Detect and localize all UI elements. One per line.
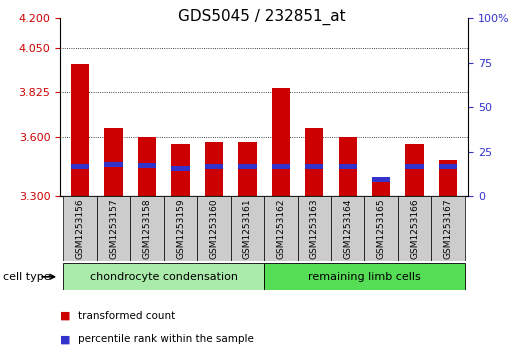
- Text: chondrocyte condensation: chondrocyte condensation: [90, 272, 238, 282]
- Text: GSM1253161: GSM1253161: [243, 198, 252, 259]
- Bar: [271, 88, 290, 196]
- Bar: [197, 196, 231, 261]
- Text: GDS5045 / 232851_at: GDS5045 / 232851_at: [178, 9, 345, 25]
- Text: GSM1253158: GSM1253158: [143, 198, 152, 259]
- Bar: [63, 263, 264, 290]
- Bar: [372, 180, 390, 196]
- Text: ■: ■: [60, 311, 71, 321]
- Text: GSM1253156: GSM1253156: [76, 198, 85, 259]
- Bar: [271, 164, 290, 170]
- Bar: [172, 166, 190, 171]
- Text: GSM1253159: GSM1253159: [176, 198, 185, 259]
- Bar: [439, 164, 457, 170]
- Bar: [305, 164, 323, 170]
- Bar: [331, 196, 365, 261]
- Bar: [71, 64, 89, 196]
- Text: GSM1253164: GSM1253164: [343, 199, 352, 259]
- Bar: [231, 196, 264, 261]
- Bar: [105, 162, 123, 167]
- Bar: [338, 137, 357, 196]
- Bar: [405, 144, 424, 196]
- Text: GSM1253162: GSM1253162: [276, 199, 286, 259]
- Bar: [105, 128, 123, 196]
- Text: GSM1253160: GSM1253160: [209, 198, 219, 259]
- Bar: [205, 164, 223, 170]
- Bar: [63, 196, 97, 261]
- Text: transformed count: transformed count: [78, 311, 176, 321]
- Text: GSM1253157: GSM1253157: [109, 198, 118, 259]
- Text: GSM1253167: GSM1253167: [444, 198, 452, 259]
- Bar: [372, 177, 390, 182]
- Bar: [238, 142, 257, 196]
- Text: ■: ■: [60, 334, 71, 344]
- Bar: [338, 164, 357, 170]
- Bar: [365, 196, 398, 261]
- Bar: [305, 128, 323, 196]
- Text: remaining limb cells: remaining limb cells: [308, 272, 421, 282]
- Text: cell type: cell type: [3, 272, 50, 282]
- Bar: [238, 164, 257, 170]
- Bar: [164, 196, 197, 261]
- Text: GSM1253165: GSM1253165: [377, 198, 385, 259]
- Bar: [138, 137, 156, 196]
- Text: GSM1253166: GSM1253166: [410, 198, 419, 259]
- Bar: [205, 142, 223, 196]
- Bar: [138, 163, 156, 168]
- Bar: [405, 164, 424, 170]
- Text: GSM1253163: GSM1253163: [310, 198, 319, 259]
- Bar: [172, 144, 190, 196]
- Bar: [97, 196, 130, 261]
- Bar: [264, 196, 298, 261]
- Bar: [298, 196, 331, 261]
- Bar: [431, 196, 465, 261]
- Bar: [398, 196, 431, 261]
- Bar: [130, 196, 164, 261]
- Bar: [71, 164, 89, 170]
- Bar: [439, 160, 457, 196]
- Bar: [264, 263, 465, 290]
- Text: percentile rank within the sample: percentile rank within the sample: [78, 334, 254, 344]
